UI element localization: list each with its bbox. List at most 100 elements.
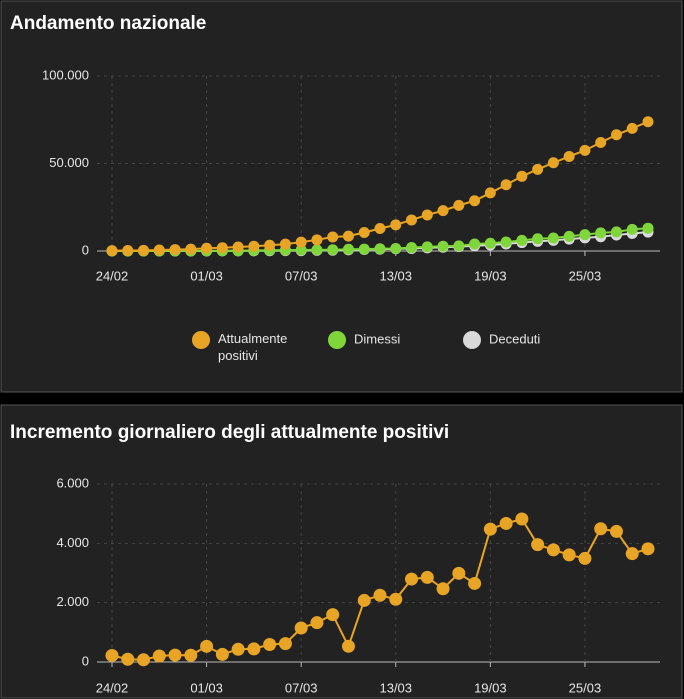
- data-point: [595, 136, 607, 148]
- data-point: [469, 195, 481, 207]
- data-point: [436, 582, 450, 596]
- data-point: [610, 226, 622, 238]
- legend-label: Dimessi: [354, 331, 400, 346]
- data-point: [216, 242, 228, 254]
- data-point: [232, 241, 244, 253]
- data-point: [106, 245, 118, 257]
- data-point: [468, 576, 482, 590]
- data-point: [169, 244, 181, 256]
- data-point: [563, 150, 575, 162]
- x-tick-label: 01/03: [190, 268, 223, 283]
- y-tick-label: 6.000: [56, 475, 89, 490]
- data-point: [578, 551, 592, 565]
- x-tick-label: 13/03: [379, 268, 412, 283]
- legend-marker: [192, 331, 210, 349]
- data-point: [546, 543, 560, 557]
- y-tick-label: 0: [82, 242, 89, 257]
- data-point: [469, 238, 481, 250]
- data-point: [231, 642, 245, 656]
- x-tick-label: 19/03: [474, 680, 507, 695]
- y-tick-label: 2.000: [56, 594, 89, 609]
- data-point: [452, 566, 466, 580]
- data-point: [184, 648, 198, 662]
- x-tick-label: 07/03: [285, 268, 318, 283]
- y-tick-label: 4.000: [56, 535, 89, 550]
- data-point: [295, 236, 307, 248]
- data-point: [389, 592, 403, 606]
- chart-title: Incremento giornaliero degli attualmente…: [10, 422, 449, 443]
- data-point: [358, 226, 370, 238]
- data-point: [625, 547, 639, 561]
- data-point: [532, 233, 544, 245]
- data-point: [327, 231, 339, 243]
- data-point: [327, 244, 339, 256]
- legend-label-line: Attualmente: [218, 331, 291, 346]
- data-point: [311, 244, 323, 256]
- data-point: [215, 647, 229, 661]
- data-point: [121, 652, 135, 666]
- data-point: [531, 538, 545, 552]
- data-point: [483, 522, 497, 536]
- data-point: [594, 522, 608, 536]
- legend-label-line: positivi: [218, 348, 258, 363]
- data-point: [421, 241, 433, 253]
- legend-label: Attualmente positivi: [218, 331, 291, 363]
- chart-title: Andamento nazionale: [10, 13, 206, 34]
- y-tick-label: 100.000: [42, 67, 89, 82]
- data-point: [610, 129, 622, 141]
- data-point: [390, 219, 402, 231]
- data-point: [247, 642, 261, 656]
- data-point: [373, 588, 387, 602]
- data-point: [185, 243, 197, 255]
- data-point: [500, 236, 512, 248]
- data-point: [310, 616, 324, 630]
- data-point: [152, 649, 166, 663]
- legend-marker: [328, 331, 346, 349]
- legend-label: Deceduti: [489, 331, 540, 346]
- x-tick-label: 01/03: [190, 680, 223, 695]
- data-point: [341, 639, 355, 653]
- data-point: [484, 187, 496, 199]
- data-point: [579, 144, 591, 156]
- data-point: [342, 230, 354, 242]
- x-tick-label: 13/03: [379, 680, 412, 695]
- data-point: [105, 648, 119, 662]
- data-point: [357, 593, 371, 607]
- data-point: [500, 179, 512, 191]
- data-point: [579, 229, 591, 241]
- data-point: [609, 524, 623, 538]
- data-point: [405, 572, 419, 586]
- data-point: [595, 227, 607, 239]
- data-point: [295, 244, 307, 256]
- data-point: [642, 222, 654, 234]
- data-point: [421, 209, 433, 221]
- x-tick-label: 24/02: [96, 680, 129, 695]
- data-point: [420, 570, 434, 584]
- data-point: [406, 242, 418, 254]
- data-point: [278, 637, 292, 651]
- data-point: [390, 242, 402, 254]
- x-tick-label: 24/02: [96, 268, 129, 283]
- data-point: [248, 240, 260, 252]
- y-tick-label: 50.000: [49, 155, 89, 170]
- data-point: [547, 157, 559, 169]
- x-tick-label: 25/03: [569, 680, 602, 695]
- data-point: [516, 234, 528, 246]
- data-point: [453, 199, 465, 211]
- data-point: [138, 244, 150, 256]
- data-point: [515, 512, 529, 526]
- data-point: [264, 239, 276, 251]
- data-point: [326, 608, 340, 622]
- data-point: [532, 163, 544, 175]
- x-tick-label: 07/03: [285, 680, 318, 695]
- data-point: [516, 170, 528, 182]
- data-point: [374, 243, 386, 255]
- panel: [0, 0, 683, 393]
- data-point: [311, 234, 323, 246]
- panel: [0, 404, 683, 699]
- x-tick-label: 19/03: [474, 268, 507, 283]
- data-point: [626, 122, 638, 134]
- data-point: [562, 548, 576, 562]
- data-point: [563, 230, 575, 242]
